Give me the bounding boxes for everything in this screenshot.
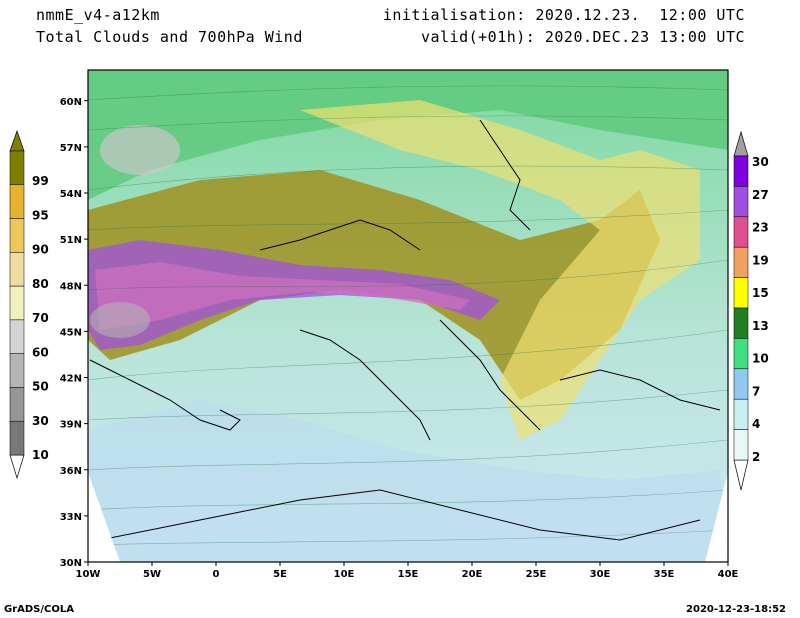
map-domain-corner-left [88,472,120,562]
north-wind-zone [88,70,728,200]
cloud-bar-label: 90 [32,243,49,257]
lon-label: 15E [398,569,419,580]
cloud-cover-colorbar: 99 95 90 80 70 60 50 30 10 [9,129,49,480]
lon-label: 20E [462,569,483,580]
wind-bar-label: 2 [752,450,760,464]
wind-bar-segment [733,277,749,309]
lon-label: 30E [590,569,611,580]
cloud-bar-top-arrow [9,129,25,152]
cloud-bar-label: 10 [32,448,49,462]
cloud-bar-label: 60 [32,345,49,359]
wind-bar-segment [733,155,749,187]
wind-bar-label: 19 [752,253,769,267]
wind-bar-segment [733,368,749,400]
footer-credit: GrADS/COLA [4,604,74,615]
low-cloud-iberia [90,302,150,338]
wind-bar-label: 4 [752,417,760,431]
model-name: nmmE_v4-a12km [36,6,160,24]
lat-label: 48N [60,281,82,292]
wind-bar-segment [733,338,749,370]
map-domain-corner-right [705,472,728,562]
wind-bar-segment [733,307,749,339]
wind-bar-label: 7 [752,384,760,398]
map-field [88,70,728,562]
wind-bar-top-arrow [733,130,749,157]
cloud-bar-segment [9,353,25,388]
latitude-axis: 30N 33N 36N 39N 42N 45N 48N 51N 54N 57N 60N [60,97,88,569]
lon-label: 40E [718,569,739,580]
wind-streamlines [88,85,728,546]
valid-time: valid(+01h): 2020.DEC.23 13:00 UTC [420,28,745,46]
cloud-bar-label: 30 [32,414,49,428]
cloud-bar-label: 80 [32,277,49,291]
lon-label: 35E [654,569,675,580]
lat-label: 42N [60,374,82,385]
lon-label: 25E [526,569,547,580]
lon-label: 0 [213,569,220,580]
lat-label: 39N [60,420,82,431]
lon-label: 10W [76,569,101,580]
south-calm-zone [88,400,728,562]
wind-bar-segment [733,216,749,248]
cloud-bar-label: 99 [32,174,49,188]
wind-bar-label: 10 [752,352,769,366]
cloud-bar-segment [9,218,25,253]
wind-bar-label: 23 [752,221,769,235]
lat-label: 54N [60,189,82,200]
jet-core [95,262,470,330]
cloud-bar-label: 70 [32,311,49,325]
cloud-bar-segment [9,319,25,354]
cloud-bar-label: 95 [32,208,49,222]
cloud-bar-segment [9,420,25,456]
cloud-bar-label: 50 [32,380,49,394]
wind-speed-colorbar: 30 27 23 19 15 13 10 7 4 2 [733,130,769,491]
footer-timestamp: 2020-12-23-18:52 [686,604,786,615]
wind-bar-segment [733,186,749,218]
wind-bar-label: 15 [752,286,769,300]
lat-label: 30N [60,558,82,569]
cloud-bar-segment [9,252,25,287]
lat-label: 33N [60,512,82,523]
cloud-bar-segment [9,387,25,422]
cloud-bar-segment [9,184,25,219]
lat-label: 60N [60,97,82,108]
lat-label: 51N [60,235,82,246]
lon-label: 5E [273,569,287,580]
cloud-bar-segment [9,285,25,321]
coastlines [89,119,721,541]
lat-label: 45N [60,327,82,338]
longitude-axis: 10W 5W 0 5E 10E 15E 20E 25E 30E 35E 40E [76,562,739,580]
wind-bar-label: 27 [752,188,769,202]
cloud-bar-segment [9,150,25,186]
frontal-zone [300,100,700,440]
lat-label: 36N [60,466,82,477]
init-time: initialisation: 2020.12.23. 12:00 UTC [382,6,745,24]
lon-label: 10E [334,569,355,580]
wind-bar-label: 13 [752,319,769,333]
cloud-bar-bottom-arrow [9,454,25,480]
wind-bar-bottom-arrow [733,459,749,491]
lat-label: 57N [60,143,82,154]
wind-bar-segment [733,398,749,430]
wind-bar-segment [733,429,749,461]
product-title: Total Clouds and 700hPa Wind [36,28,303,46]
lon-label: 5W [143,569,161,580]
wind-bar-segment [733,246,749,278]
low-cloud-atlantic [100,125,180,175]
wind-bar-label: 30 [752,155,769,169]
